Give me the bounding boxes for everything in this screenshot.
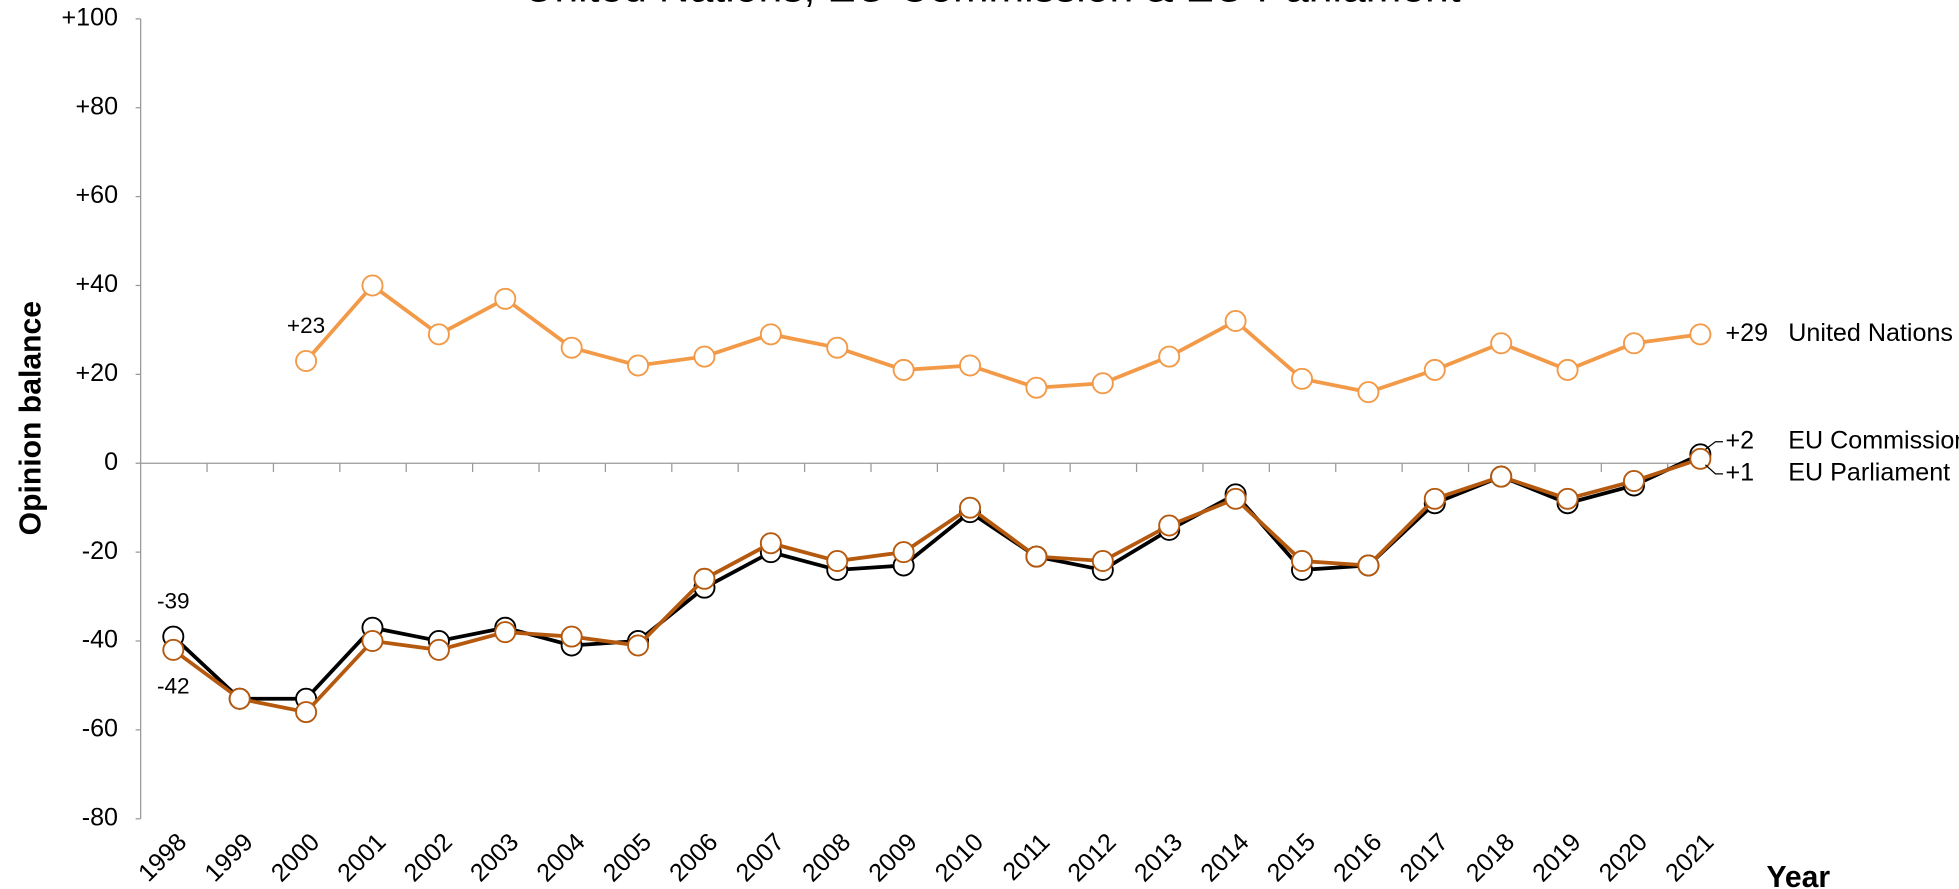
data-point [1556,358,1579,381]
series-line [304,282,1701,395]
y-tick-label: -40 [82,626,118,654]
data-point [1357,554,1380,577]
data-point [1158,514,1181,537]
series-name: EU Commission [1788,426,1959,454]
series-line [172,457,1701,715]
x-tick-label: 2007 [731,828,790,887]
y-tick-label: 0 [104,448,118,476]
x-tick-label: 2016 [1328,828,1387,887]
data-label: +2 [1725,426,1754,454]
y-tick-label: +40 [75,270,118,298]
data-point [627,354,650,377]
plot-area: United Nations, EU Commission & EU Parli… [15,0,1959,889]
data-point [427,323,450,346]
y-tick-label: -80 [82,803,118,831]
data-point [1423,487,1446,510]
data-point [1689,323,1712,346]
data-point [1291,367,1313,390]
data-point [693,345,716,368]
data-point [959,354,982,377]
data-point [1490,465,1513,488]
x-tick-label: 2019 [1527,828,1586,887]
data-label: +29 [1725,319,1768,347]
y-tick-label: +100 [61,3,118,31]
data-point [494,621,517,644]
x-tick-label: 2004 [531,828,590,887]
data-point [1556,487,1579,510]
data-point [1091,550,1114,573]
x-tick-label: 2008 [797,828,856,887]
data-point [892,541,915,564]
x-tick-label: 2012 [1063,828,1122,887]
x-tick-label: 2010 [930,828,989,887]
data-point [1291,550,1313,573]
data-point [295,701,318,724]
chart-title: United Nations, EU Commission & EU Parli… [524,0,1461,11]
data-point [361,630,384,653]
x-tick-label: 2002 [399,828,458,887]
y-axis-label: Opinion balance [15,301,48,535]
data-point [1025,545,1048,568]
data-point [1357,381,1380,404]
data-point [228,687,251,710]
x-tick-label: 2013 [1129,828,1188,887]
x-tick-label: 2018 [1461,828,1520,887]
data-point [1423,358,1446,381]
y-tick-label: -60 [82,715,118,743]
data-point [826,336,849,359]
data-label: -42 [157,674,190,699]
data-point [1622,332,1645,355]
x-tick-label: 2020 [1594,828,1653,887]
x-tick-label: 2001 [332,828,391,887]
data-point [1224,310,1247,333]
x-tick-label: 1998 [133,828,192,887]
data-point [560,336,583,359]
data-point [1091,372,1114,395]
data-point [295,350,318,373]
data-point [1224,487,1247,510]
data-label: +23 [287,313,325,338]
data-point [361,274,384,297]
data-point [759,323,782,346]
x-tick-label: 2009 [863,828,922,887]
x-tick-label: 2014 [1195,828,1254,887]
data-point [959,496,982,519]
data-point [162,638,185,661]
x-tick-label: 2006 [664,828,723,887]
data-point [627,634,650,657]
x-tick-label: 2003 [465,828,524,887]
series-name: United Nations [1788,319,1953,347]
series-name: EU Parliament [1788,459,1950,487]
y-tick-label: +60 [75,181,118,209]
leader-line [1705,441,1723,450]
x-axis-label: Year [1766,861,1830,889]
y-tick-label: -20 [82,537,118,565]
y-tick-label: +80 [75,92,118,120]
data-point [427,638,450,661]
data-label: -39 [157,589,190,614]
leader-line [1704,464,1723,475]
data-point [1622,470,1645,493]
x-tick-label: 2005 [598,828,657,887]
data-point [693,567,716,590]
data-point [560,625,583,648]
data-point [892,358,915,381]
data-point [1689,447,1712,470]
data-point [759,532,782,555]
y-tick-label: +20 [75,359,118,387]
data-point [1158,345,1181,368]
data-point [826,550,849,573]
x-tick-label: 2021 [1660,828,1719,887]
data-point [1490,332,1513,355]
x-tick-label: 2017 [1394,828,1453,887]
data-point [494,287,517,310]
data-label: +1 [1725,459,1754,487]
data-point [1025,376,1048,399]
x-tick-label: 2000 [266,828,325,887]
x-tick-label: 2011 [997,828,1055,886]
x-tick-label: 2015 [1262,828,1321,887]
series-line [172,452,1702,701]
x-tick-label: 1999 [199,828,258,887]
